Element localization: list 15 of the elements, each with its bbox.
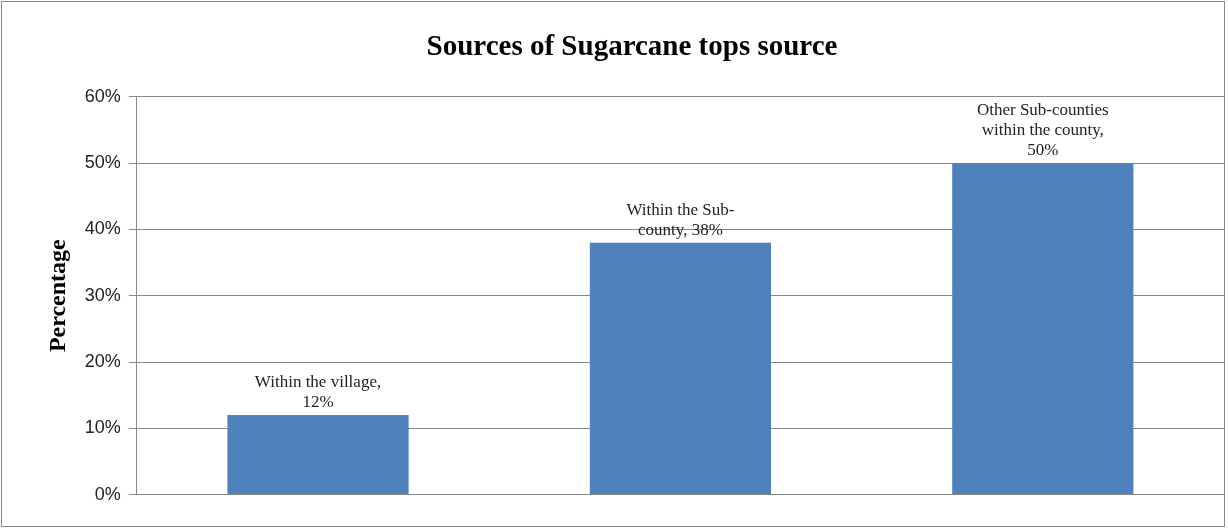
y-tick-label: 40% xyxy=(84,218,121,239)
y-tick-label: 0% xyxy=(94,483,121,504)
y-tick-label: 50% xyxy=(84,152,121,173)
data-label: Other Sub-counties within the county, 50% xyxy=(976,100,1109,160)
y-tick-label: 10% xyxy=(84,417,121,438)
bar xyxy=(952,163,1134,495)
y-tick-label: 20% xyxy=(84,350,121,371)
y-tick-label: 60% xyxy=(84,85,121,106)
data-label: Within the village, 12% xyxy=(254,372,382,412)
data-label: Within the Sub-county, 38% xyxy=(626,199,735,239)
bar xyxy=(589,242,772,495)
bar xyxy=(227,415,409,495)
y-axis-title: Percentage xyxy=(43,238,70,353)
chart-title: Sources of Sugarcane tops source xyxy=(426,28,838,61)
y-tick-label: 30% xyxy=(84,284,121,305)
